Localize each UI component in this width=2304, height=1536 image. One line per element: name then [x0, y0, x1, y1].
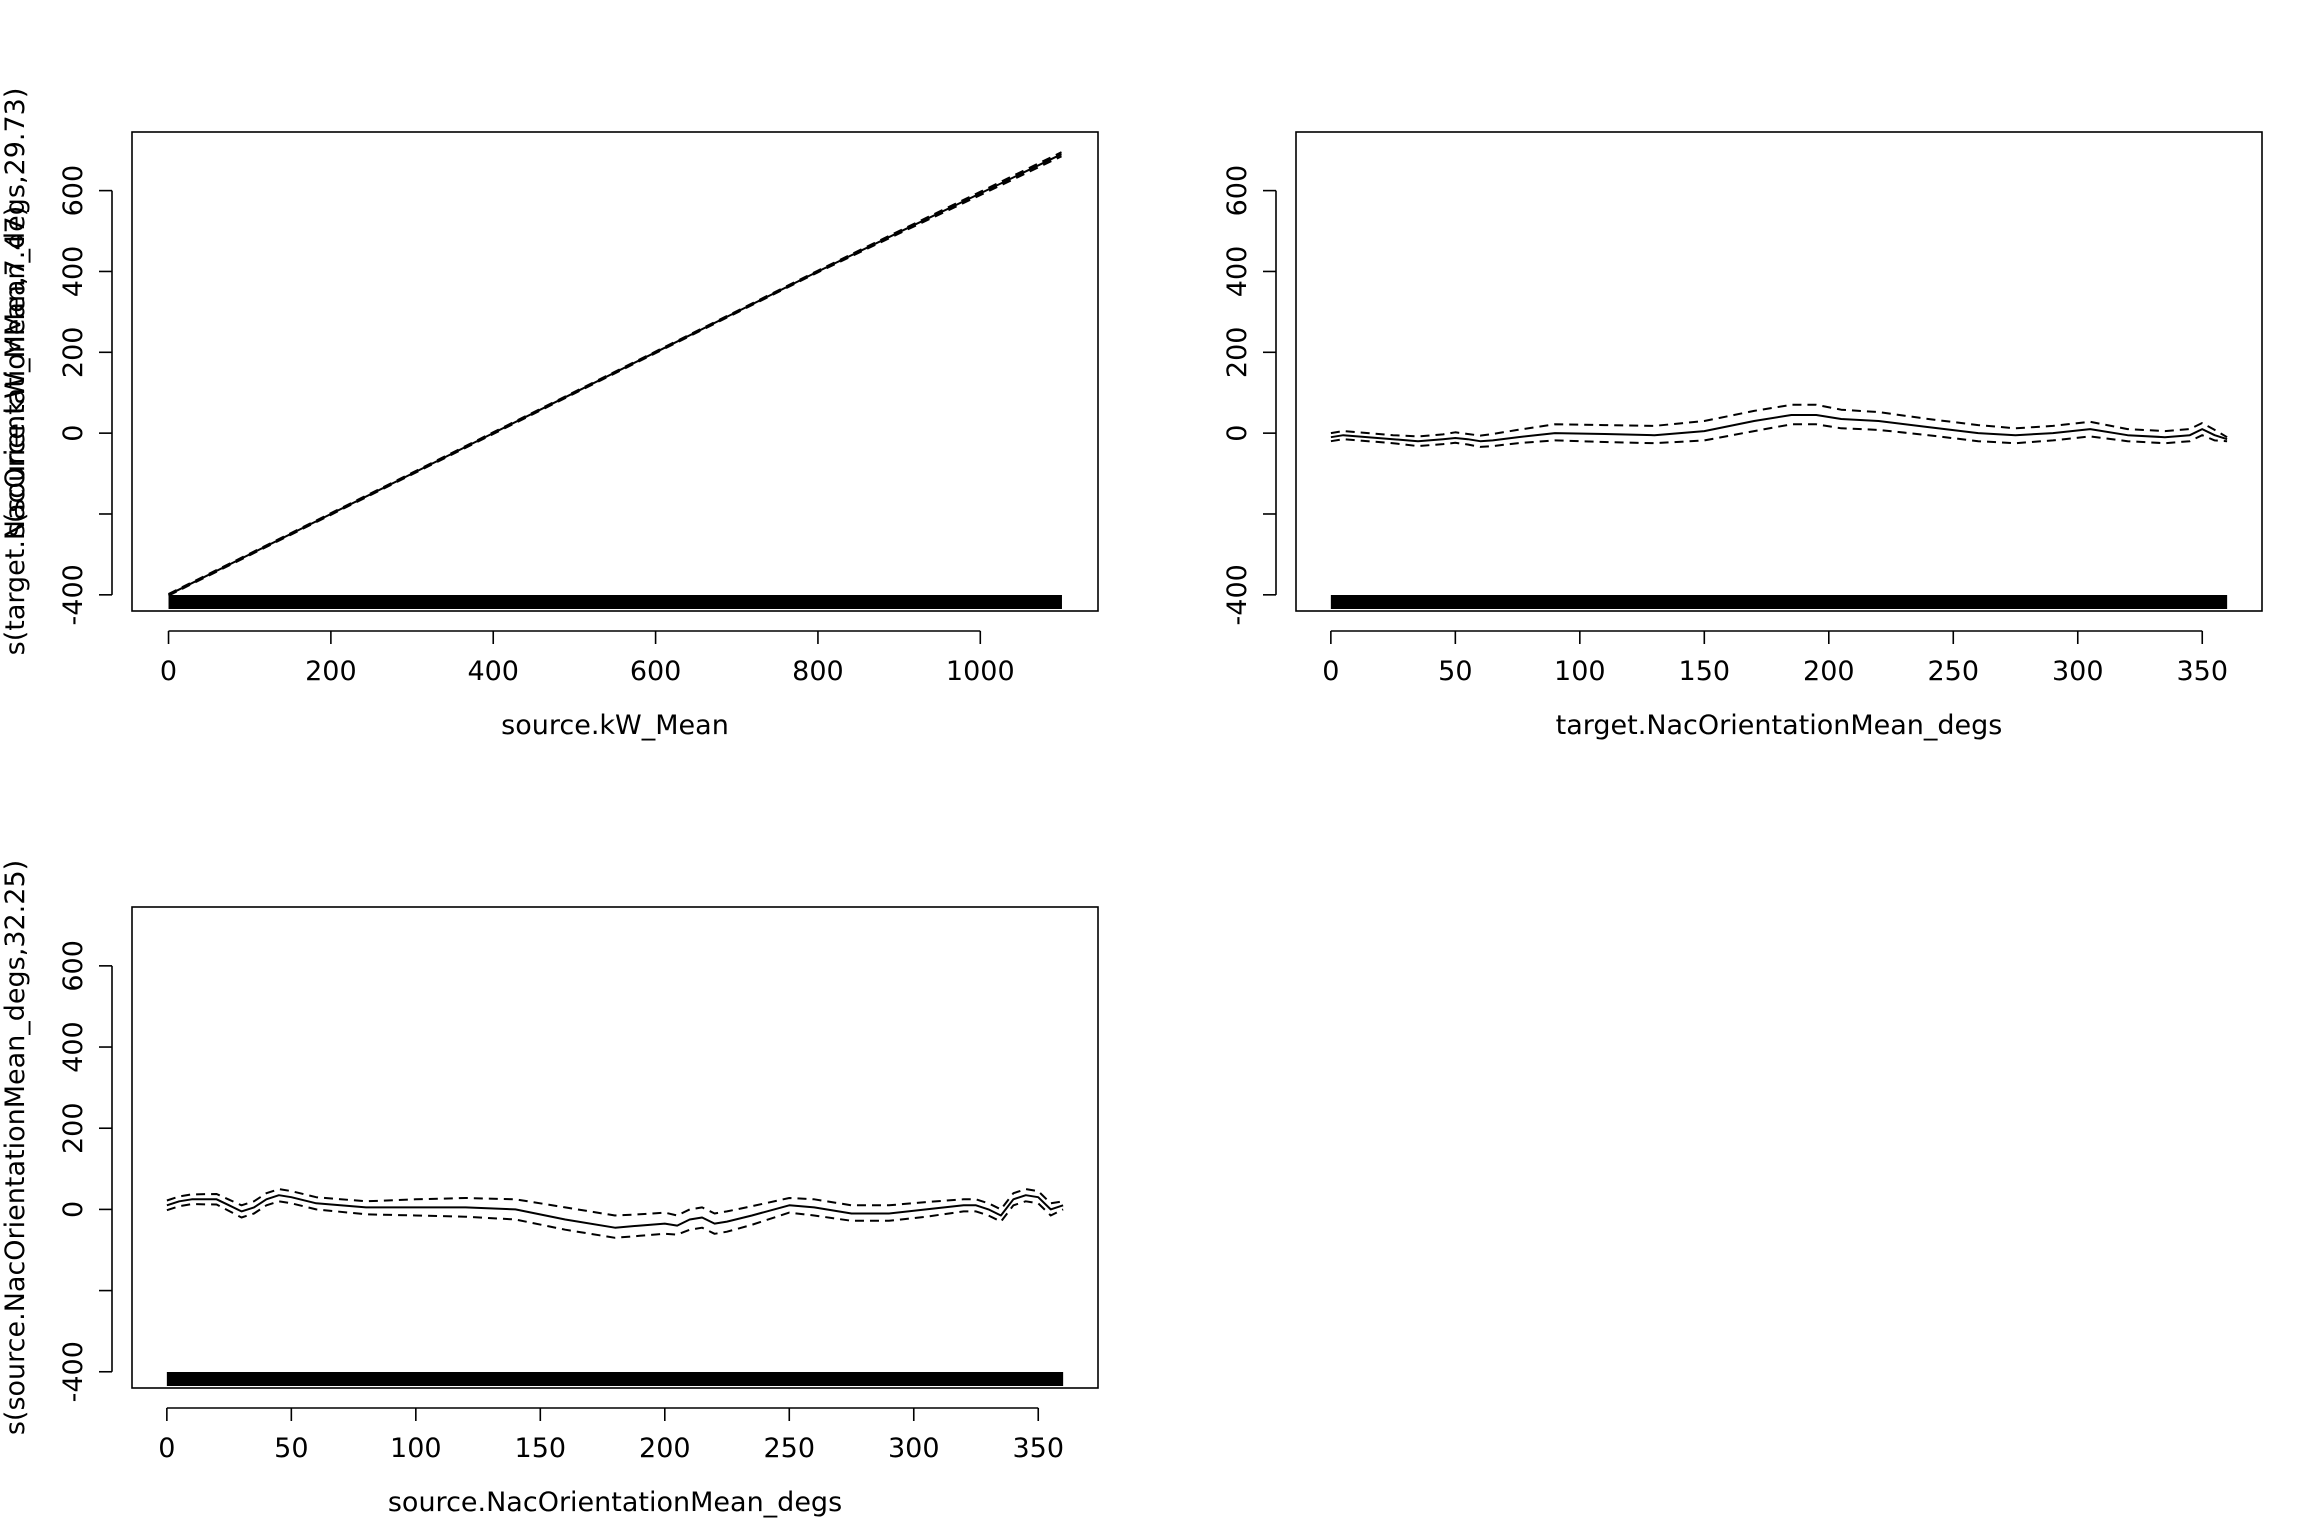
y-tick-label: -400: [1222, 564, 1253, 625]
x-tick-label: 200: [1803, 656, 1855, 687]
x-tick-label: 100: [390, 1433, 442, 1464]
rug-band: [1330, 595, 2228, 609]
y-axis-title: s(target.NacOrientationMean_degs,29.73): [0, 88, 31, 656]
x-tick-label: 600: [630, 656, 682, 687]
x-tick-label: 50: [1438, 656, 1472, 687]
chart-panel-2: 0 50 100 150 200 250 300 350 -400 0 200 400 600 targe…: [0, 88, 2263, 741]
x-tick-label: 150: [1679, 656, 1731, 687]
confidence-band-line: [166, 1188, 1064, 1217]
y-tick-label: -400: [58, 1341, 89, 1402]
y-axis-title: s(source.kW_Mean,7.47): [0, 206, 31, 537]
rug: [168, 595, 1062, 609]
y-tick-label: 200: [58, 1102, 89, 1154]
y-tick-label: 600: [58, 165, 89, 217]
x-tick-label: 150: [515, 1433, 567, 1464]
confidence-band-line: [168, 155, 1062, 597]
x-tick-label: 250: [764, 1433, 816, 1464]
y-tick-label: 200: [1222, 327, 1253, 379]
x-tick-label: 250: [1928, 656, 1980, 687]
y-tick-label: 600: [1222, 165, 1253, 217]
x-tick-label: 300: [2052, 656, 2104, 687]
y-tick-label: 600: [58, 940, 89, 992]
confidence-band-line: [1330, 403, 2228, 439]
smooth-line: [166, 1194, 1064, 1229]
y-tick-label: -400: [58, 564, 89, 625]
smooth-line: [1330, 414, 2228, 443]
y-axis-title: s(source.NacOrientationMean_degs,32.25): [0, 860, 31, 1435]
confidence-band-line: [168, 151, 1062, 595]
rug: [1330, 595, 2228, 609]
x-tick-label: 0: [1322, 656, 1339, 687]
x-tick-label: 200: [305, 656, 357, 687]
x-tick-label: 50: [274, 1433, 308, 1464]
y-tick-label: 200: [58, 327, 89, 379]
confidence-band-line: [166, 1200, 1064, 1239]
x-tick-label: 800: [792, 656, 844, 687]
rug-band: [168, 595, 1062, 609]
y-tick-label: 400: [58, 246, 89, 298]
chart-panel-1: 0 200 400 600 800 1000 -400 0 200 400 600 source.kW…: [0, 131, 1099, 741]
y-tick-label: 0: [58, 1201, 89, 1218]
y-tick-label: 0: [58, 425, 89, 442]
rug-band: [166, 1372, 1064, 1386]
x-tick-label: 300: [888, 1433, 940, 1464]
x-axis-title: source.NacOrientationMean_degs: [388, 1487, 842, 1518]
x-tick-label: 1000: [946, 656, 1015, 687]
x-tick-label: 100: [1554, 656, 1606, 687]
plot-frame: [1295, 131, 2263, 612]
chart-panel-3: 0 50 100 150 200 250 300 350 -400 0 200 400 600 sourc…: [0, 860, 1099, 1518]
x-axis-title: source.kW_Mean: [501, 710, 729, 741]
x-tick-label: 400: [467, 656, 519, 687]
plot-frame: [131, 906, 1099, 1389]
rug: [166, 1372, 1064, 1386]
plot-frame: [131, 131, 1099, 612]
x-tick-label: 0: [160, 656, 177, 687]
x-tick-label: 0: [158, 1433, 175, 1464]
x-axis-title: target.NacOrientationMean_degs: [1556, 710, 2003, 741]
x-tick-label: 200: [639, 1433, 691, 1464]
x-tick-label: 350: [2176, 656, 2228, 687]
x-tick-label: 350: [1012, 1433, 1064, 1464]
y-tick-label: 400: [58, 1021, 89, 1073]
confidence-band-line: [1330, 423, 2228, 448]
y-tick-label: 0: [1222, 425, 1253, 442]
y-tick-label: 400: [1222, 246, 1253, 298]
